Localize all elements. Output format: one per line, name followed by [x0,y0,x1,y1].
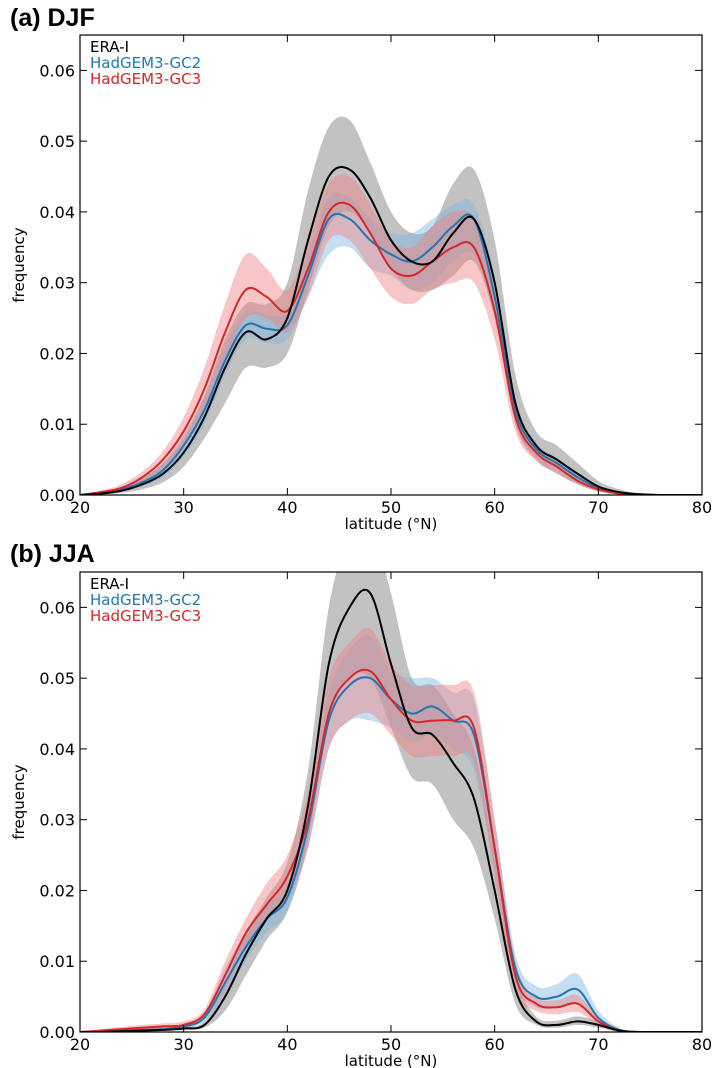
legend-entry: HadGEM3-GC2 [90,591,201,609]
band-hadgem3-gc2 [80,192,702,495]
y-tick-label: 0.06 [39,61,75,80]
x-tick-label: 30 [173,1035,193,1054]
band-hadgem3-gc2 [80,634,702,1032]
series-line-hadgem3-gc3 [80,668,702,1032]
y-tick-label: 0.06 [39,598,75,617]
x-tick-label: 80 [692,1035,712,1054]
y-tick-label: 0.01 [39,415,75,434]
x-tick-label: 60 [484,498,504,517]
y-axis-label: frequency [10,227,28,302]
legend-entry: ERA-I [90,575,129,593]
x-tick-label: 70 [588,1035,608,1054]
x-tick-label: 40 [277,498,297,517]
legend-entry: HadGEM3-GC2 [90,54,201,72]
y-tick-label: 0.00 [39,1023,75,1042]
y-tick-label: 0.05 [39,132,75,151]
chart-panel-2: (b) JJA 20 30 40 50 60 70 80 0.00 0.01 0.02 0.03 0.0… [10,540,712,1068]
y-tick-label: 0.04 [39,740,75,759]
x-tick-label: 20 [70,1035,90,1054]
x-tick-label: 40 [277,1035,297,1054]
plot-area [80,116,702,495]
x-tick-label: 20 [70,498,90,517]
y-tick-label: 0.00 [39,486,75,505]
y-tick-label: 0.05 [39,669,75,688]
legend-entry: ERA-I [90,38,129,56]
x-tick-label: 30 [173,498,193,517]
y-tick-label: 0.02 [39,881,75,900]
series-line-era-i [80,588,702,1032]
legend-entry: HadGEM3-GC3 [90,607,201,625]
x-tick-label: 50 [381,1035,401,1054]
y-tick-label: 0.01 [39,952,75,971]
series-line-hadgem3-gc2 [80,212,702,495]
y-tick-label: 0.04 [39,203,75,222]
plot-area [80,572,702,1032]
x-tick-label: 70 [588,498,608,517]
y-tick-label: 0.02 [39,344,75,363]
x-tick-label: 80 [692,498,712,517]
panel-title: (a) DJF [10,4,95,32]
x-tick-label: 50 [381,498,401,517]
y-tick-label: 0.03 [39,811,75,830]
x-tick-label: 60 [484,1035,504,1054]
band-hadgem3-gc3 [80,627,702,1032]
panel-title: (b) JJA [10,540,95,568]
legend-entry: HadGEM3-GC3 [90,70,201,88]
y-axis-label: frequency [10,764,28,839]
chart-panel-1: (a) DJF 20 30 40 50 60 70 80 0.00 0.01 0.02 0.03 0.0… [10,4,712,533]
y-tick-label: 0.03 [39,274,75,293]
x-axis-label: latitude (°N) [345,1052,438,1068]
x-axis-label: latitude (°N) [345,515,438,533]
series-line-era-i [80,166,702,495]
